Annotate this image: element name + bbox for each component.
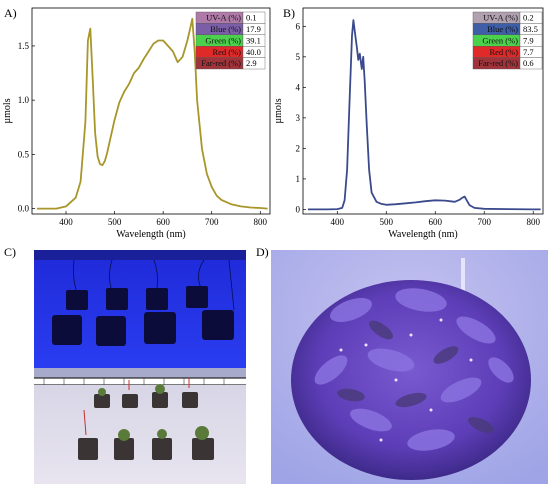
legend-label: Far-red (%) (201, 58, 241, 68)
y-tick-label: 5 (296, 52, 301, 62)
x-tick-label: 700 (477, 217, 491, 227)
growth-chamber-illustration (34, 250, 246, 484)
spectrum-chart-b: 400 500 600 700 800 0 1 2 3 4 5 6 Wavelength (nm) µmo… (275, 7, 544, 240)
x-tick-label: 800 (254, 217, 268, 227)
spectrum-chart-a: 400 500 600 700 800 0.0 0.5 1.0 1.5 Wavelength (n… (2, 7, 271, 240)
x-tick-label: 600 (156, 217, 170, 227)
legend-label: Green (%) (205, 35, 241, 45)
legend-label: Blue (%) (210, 24, 241, 34)
legend-label: Red (%) (212, 47, 241, 57)
y-tick-label: 1.0 (18, 95, 30, 105)
plant-photo (271, 250, 548, 484)
x-tick-label: 500 (380, 217, 394, 227)
y-tick-label: 1.5 (18, 41, 30, 51)
x-axis-label: Wavelength (nm) (116, 229, 185, 240)
legend-value: 40.0 (246, 47, 261, 57)
x-tick-label: 400 (59, 217, 73, 227)
x-axis-label: Wavelength (nm) (388, 229, 457, 240)
legend-value: 0.1 (246, 13, 257, 23)
y-tick-label: 0 (296, 204, 301, 214)
y-tick-label: 0.5 (18, 149, 30, 159)
legend-value: 0.2 (523, 13, 534, 23)
x-tick-label: 500 (108, 217, 122, 227)
legend-label: UV-A (%) (206, 13, 241, 23)
y-tick-label: 6 (296, 21, 301, 31)
spectrum-line (307, 19, 541, 211)
x-tick-label: 600 (428, 217, 442, 227)
y-tick-label: 1 (296, 174, 301, 184)
panel-label-d: D) (256, 245, 269, 259)
panel-label-a: A) (4, 6, 17, 20)
legend-label: Far-red (%) (478, 58, 518, 68)
legend-value-cell (519, 57, 543, 70)
legend-value: 83.5 (523, 24, 538, 34)
legend-value: 17.9 (246, 24, 261, 34)
x-tick-label: 400 (331, 217, 345, 227)
legend-value: 39.1 (246, 35, 261, 45)
y-axis-label: µmols (275, 98, 284, 123)
y-tick-label: 3 (296, 113, 301, 123)
legend-value: 7.9 (523, 35, 534, 45)
legend-value: 7.7 (523, 47, 534, 57)
legend-label: UV-A (%) (483, 13, 518, 23)
x-tick-label: 700 (205, 217, 219, 227)
plot-frame (302, 7, 544, 215)
spectrum-line (36, 17, 268, 210)
growth-chamber-photo (34, 250, 246, 484)
legend-value: 2.9 (246, 58, 257, 68)
legend-label: Blue (%) (487, 24, 518, 34)
legend-label: Green (%) (482, 35, 518, 45)
legend-label: Red (%) (489, 47, 518, 57)
y-tick-label: 4 (296, 82, 301, 92)
panel-label-c: C) (4, 245, 16, 259)
y-tick-label: 0.0 (18, 204, 30, 214)
y-tick-label: 2 (296, 143, 301, 153)
legend-value: 0.6 (523, 58, 534, 68)
y-axis-label: µmols (2, 98, 13, 123)
panel-label-b: B) (283, 6, 295, 20)
legend-value-cell (242, 57, 266, 70)
plot-frame (31, 7, 271, 215)
plant-illustration (271, 250, 548, 484)
x-tick-label: 800 (526, 217, 540, 227)
